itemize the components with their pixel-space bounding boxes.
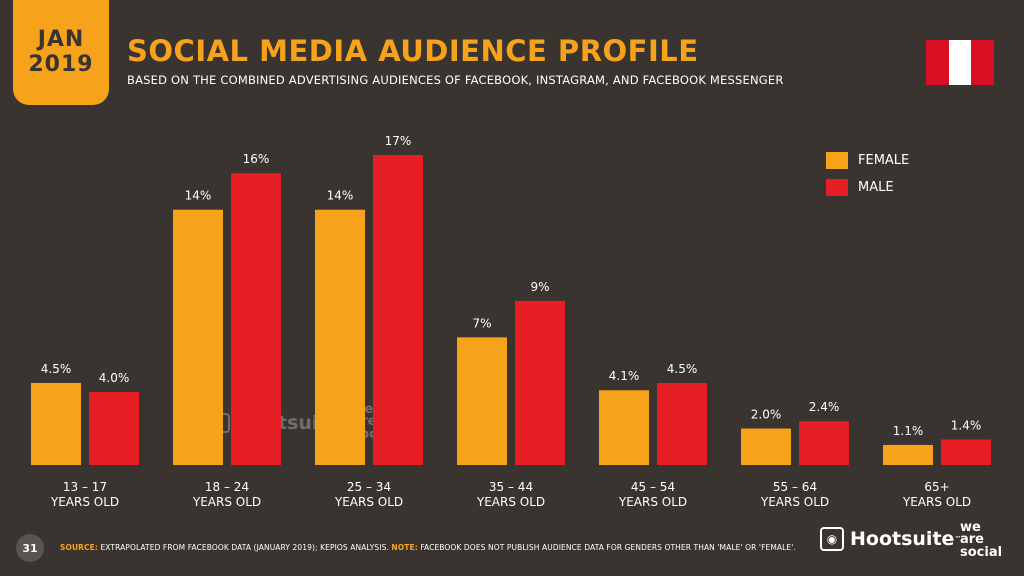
x-tick-label-6-0: 65+	[924, 480, 949, 494]
data-label-female-6: 1.1%	[893, 424, 924, 438]
data-label-female-2: 14%	[327, 189, 354, 203]
peru-flag-icon	[926, 40, 995, 85]
data-label-male-6: 1.4%	[951, 418, 982, 432]
data-label-male-2: 17%	[385, 134, 412, 148]
bar-male-5	[799, 421, 849, 465]
bar-female-2	[315, 209, 365, 465]
data-label-female-0: 4.5%	[41, 362, 72, 376]
date-year: 2019	[28, 51, 94, 77]
bar-male-0	[89, 392, 139, 465]
x-tick-label-4-1: YEARS OLD	[618, 495, 687, 509]
bar-female-0	[31, 382, 81, 465]
bar-male-2	[373, 155, 423, 465]
x-tick-label-0-0: 13 – 17	[63, 480, 107, 494]
legend-item-female: FEMALE	[826, 152, 909, 169]
date-month: JAN	[37, 27, 85, 53]
page-title: SOCIAL MEDIA AUDIENCE PROFILE	[127, 34, 699, 68]
x-tick-label-0-1: YEARS OLD	[50, 495, 119, 509]
footer-source: SOURCE: EXTRAPOLATED FROM FACEBOOK DATA …	[60, 543, 796, 552]
chart-legend: FEMALE MALE	[826, 152, 909, 206]
date-badge: JAN 2019	[13, 0, 109, 105]
data-label-female-3: 7%	[472, 316, 491, 330]
we-are-social-logo: we are social	[960, 520, 1003, 560]
source-label: SOURCE:	[60, 543, 98, 552]
bar-female-5	[741, 428, 791, 465]
x-tick-label-6-1: YEARS OLD	[902, 495, 971, 509]
x-tick-label-2-0: 25 – 34	[347, 480, 391, 494]
note-text: FACEBOOK DOES NOT PUBLISH AUDIENCE DATA …	[420, 543, 796, 552]
x-tick-label-3-1: YEARS OLD	[476, 495, 545, 509]
x-tick-label-3-0: 35 – 44	[489, 480, 533, 494]
note-label: NOTE:	[391, 543, 418, 552]
legend-label-female: FEMALE	[858, 153, 910, 168]
x-tick-label-2-1: YEARS OLD	[334, 495, 403, 509]
legend-swatch-male	[826, 179, 848, 196]
x-tick-label-5-1: YEARS OLD	[760, 495, 829, 509]
page-subtitle: BASED ON THE COMBINED ADVERTISING AUDIEN…	[127, 73, 784, 87]
x-tick-label-4-0: 45 – 54	[631, 480, 675, 494]
data-label-male-0: 4.0%	[99, 371, 130, 385]
bar-female-3	[457, 337, 507, 465]
bar-male-3	[515, 300, 565, 465]
hootsuite-logo: ◉ Hootsuite ™	[820, 527, 961, 551]
brand-tm: ™	[954, 535, 962, 543]
bar-female-1	[173, 209, 223, 465]
bar-male-6	[941, 439, 991, 465]
legend-item-male: MALE	[826, 179, 909, 196]
source-text: EXTRAPOLATED FROM FACEBOOK DATA (JANUARY…	[100, 543, 389, 552]
data-label-male-3: 9%	[530, 280, 549, 294]
page-number: 31	[16, 534, 44, 562]
bar-male-1	[231, 173, 281, 465]
data-label-female-5: 2.0%	[751, 408, 782, 422]
hootsuite-owl-icon: ◉	[820, 527, 844, 551]
data-label-male-4: 4.5%	[667, 362, 698, 376]
data-label-male-5: 2.4%	[809, 400, 840, 414]
bar-female-4	[599, 390, 649, 465]
data-label-female-4: 4.1%	[609, 369, 640, 383]
data-label-male-1: 16%	[243, 152, 270, 166]
brand-name: Hootsuite	[850, 528, 955, 550]
x-tick-label-1-1: YEARS OLD	[192, 495, 261, 509]
legend-swatch-female	[826, 152, 848, 169]
x-tick-label-5-0: 55 – 64	[773, 480, 817, 494]
legend-label-male: MALE	[858, 180, 894, 195]
bar-female-6	[883, 444, 933, 465]
bar-male-4	[657, 382, 707, 465]
x-tick-label-1-0: 18 – 24	[205, 480, 249, 494]
data-label-female-1: 14%	[185, 189, 212, 203]
